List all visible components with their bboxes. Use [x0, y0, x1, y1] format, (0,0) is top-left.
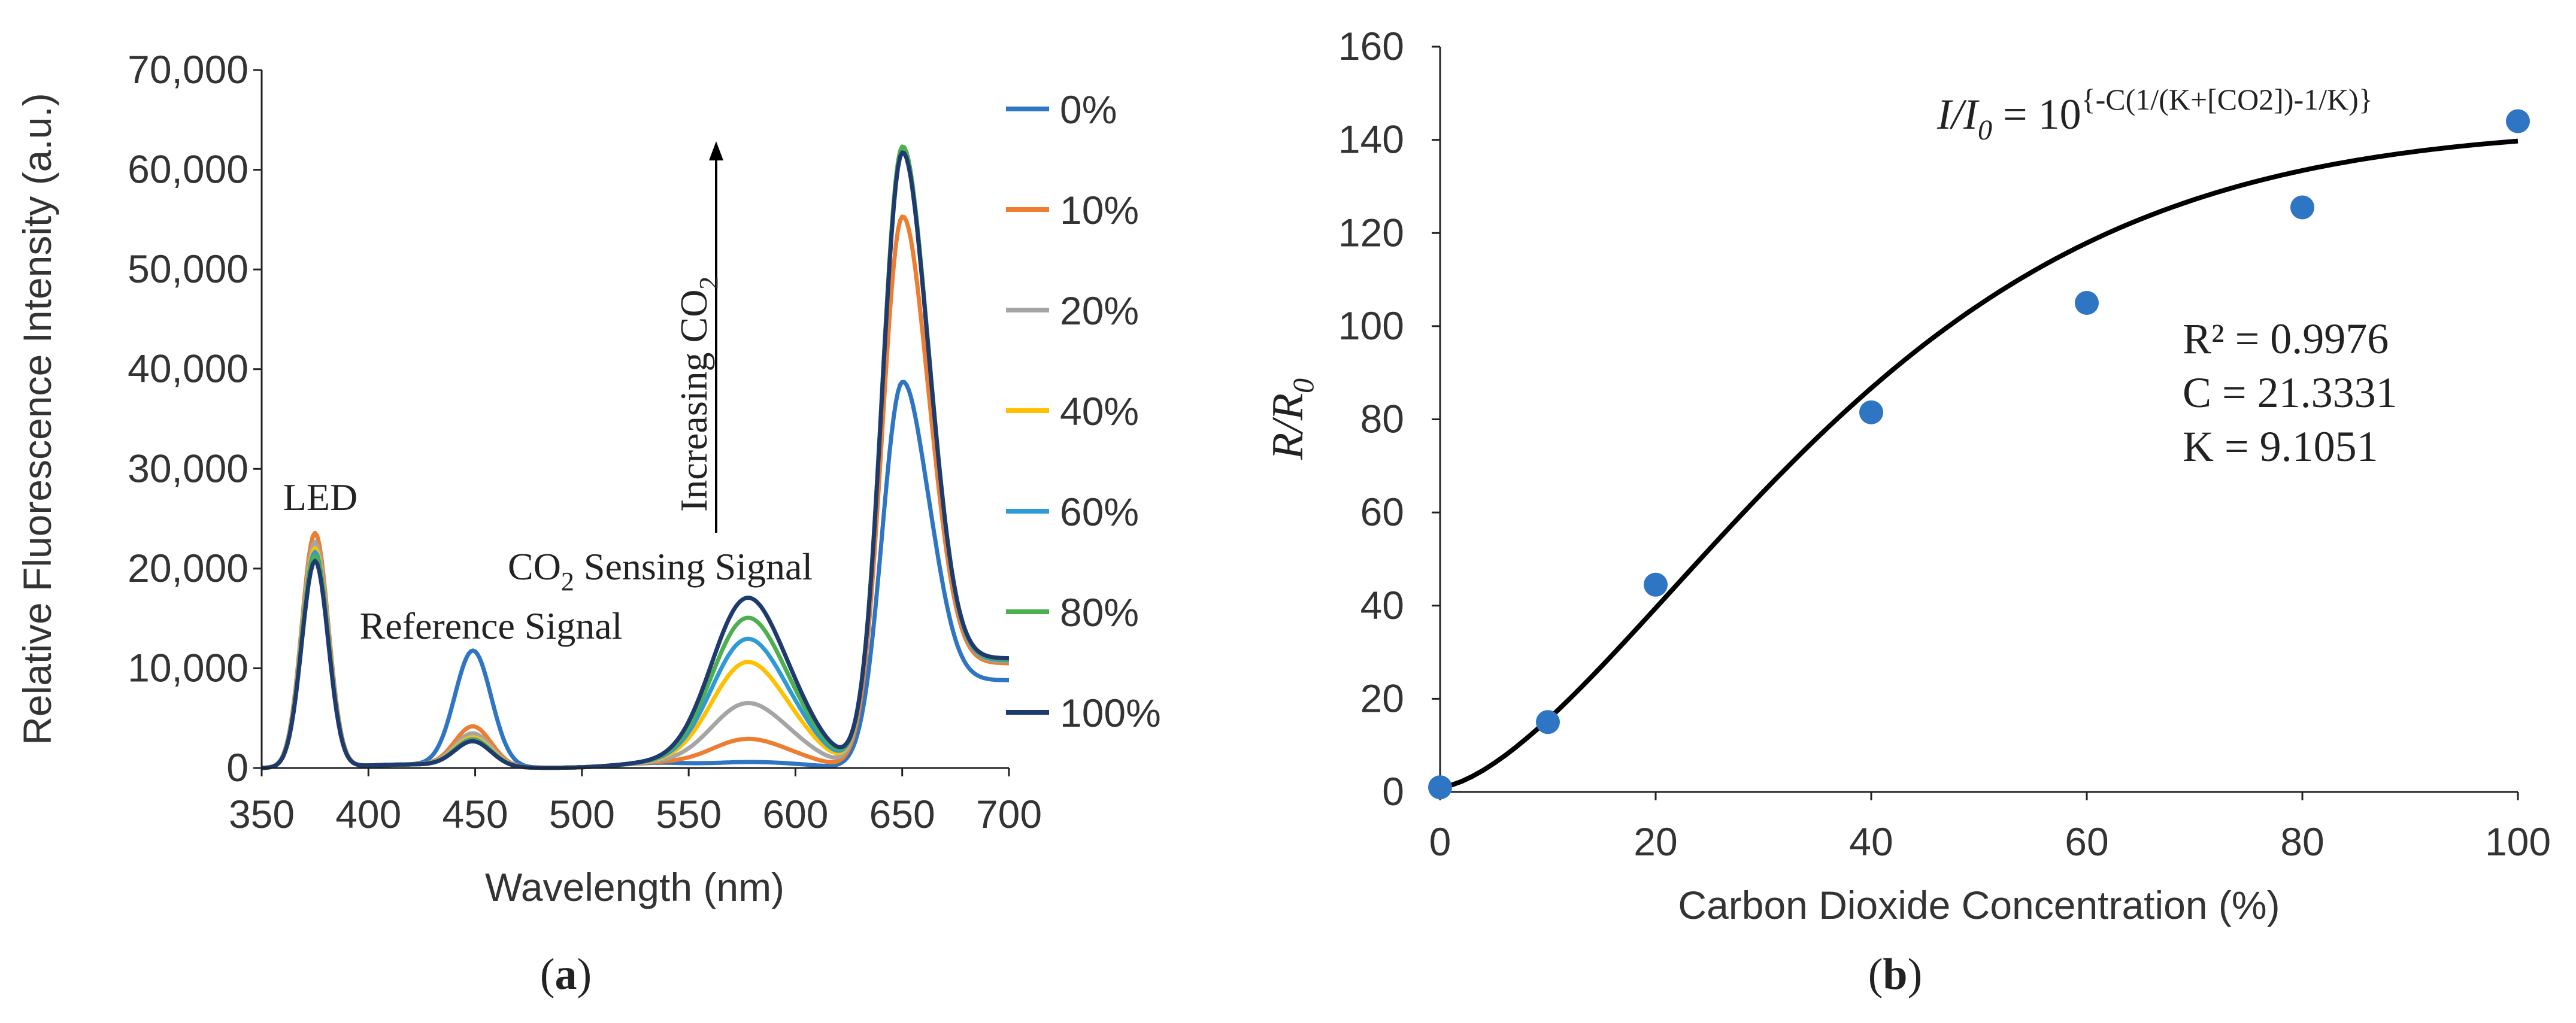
x-tick-label: 650: [869, 792, 935, 836]
series-line-10pct: [261, 214, 1010, 770]
y-tick-label: 80: [1360, 397, 1404, 441]
data-point: [2075, 290, 2099, 315]
panel-b-data-points: [1428, 109, 2530, 800]
data-point: [1644, 572, 1668, 597]
panel-a-x-axis-label: Wavelength (nm): [485, 865, 784, 909]
legend-label: 10%: [1060, 188, 1139, 232]
data-point: [2290, 195, 2314, 220]
y-tick-label: 30,000: [128, 446, 248, 490]
co2-sensing-signal-annotation: CO2 Sensing Signal: [508, 545, 813, 596]
y-tick-label: 20,000: [128, 546, 248, 590]
y-tick-label: 40: [1360, 583, 1404, 627]
data-point: [2506, 109, 2530, 133]
y-tick-label: 70,000: [128, 47, 248, 92]
fit-equation: I/I0 = 10{-C(1/(K+[CO2])-1/K)}: [1936, 83, 2373, 146]
x-tick-label: 0: [1429, 819, 1451, 864]
legend-label: 60%: [1060, 490, 1139, 534]
x-tick-label: 400: [335, 792, 401, 836]
y-tick-label: 60: [1360, 490, 1404, 534]
panel-b-scatter-chart: 0 20 40 60 80 100 120 140 160 0 20 40 60 80 100 Carbo…: [1263, 24, 2551, 999]
data-point: [1536, 710, 1560, 734]
panel-b-y-axis-label: R/R0: [1263, 378, 1320, 460]
panel-a-legend: 0% 10% 20% 40% 60% 80% 100%: [1006, 87, 1161, 735]
x-tick-label: 20: [1634, 819, 1677, 864]
x-tick-label: 450: [443, 792, 508, 836]
y-tick-label: 40,000: [128, 347, 248, 391]
k-stat: K = 9.1051: [2183, 423, 2378, 470]
y-tick-label: 0: [226, 745, 248, 790]
r-squared-stat: R² = 0.9976: [2183, 315, 2389, 363]
legend-label: 20%: [1060, 289, 1139, 333]
y-tick-label: 20: [1360, 676, 1404, 720]
y-tick-label: 120: [1338, 210, 1404, 254]
panel-b-caption: (b): [1868, 950, 1922, 999]
panel-b-x-axis-label: Carbon Dioxide Concentration (%): [1678, 883, 2280, 927]
led-annotation: LED: [283, 476, 357, 518]
y-tick-label: 140: [1338, 117, 1404, 162]
panel-a-spectra-chart: 0 10,000 20,000 30,000 40,000 50,000 60,000 70,…: [15, 47, 1161, 999]
legend-label: 40%: [1060, 389, 1139, 433]
x-tick-label: 100: [2485, 819, 2551, 864]
y-tick-label: 60,000: [128, 147, 248, 192]
panel-a-caption: (a): [540, 950, 592, 999]
panel-a-y-axis-label: Relative Fluorescence Intensity (a.u.): [15, 93, 59, 745]
y-tick-label: 0: [1382, 769, 1404, 813]
increasing-co2-annotation: Increasing CO2: [672, 277, 723, 512]
y-tick-label: 100: [1338, 303, 1404, 348]
data-point: [1428, 775, 1452, 800]
panel-a-series-group: [261, 144, 1010, 770]
series-line-100pct: [261, 150, 1010, 770]
legend-label: 80%: [1060, 590, 1139, 635]
x-tick-label: 500: [549, 792, 615, 836]
legend-label: 100%: [1060, 691, 1161, 735]
y-tick-label: 160: [1338, 24, 1404, 68]
arrow-head-icon: [709, 141, 723, 160]
x-tick-label: 700: [976, 792, 1042, 836]
legend-label: 0%: [1060, 87, 1117, 132]
panel-b-y-ticks: 0 20 40 60 80 100 120 140 160: [1338, 24, 1440, 813]
y-tick-label: 50,000: [128, 247, 248, 291]
reference-signal-annotation: Reference Signal: [360, 605, 623, 647]
x-tick-label: 600: [762, 792, 828, 836]
data-point: [1859, 400, 1883, 424]
panel-a-y-ticks: 0 10,000 20,000 30,000 40,000 50,000 60,000 70,…: [128, 47, 262, 790]
y-tick-label: 10,000: [128, 645, 248, 690]
fit-curve: [1439, 138, 2519, 790]
panel-b-x-ticks: 0 20 40 60 80 100: [1429, 792, 2551, 864]
x-tick-label: 80: [2280, 819, 2324, 864]
x-tick-label: 550: [656, 792, 722, 836]
c-stat: C = 21.3331: [2183, 369, 2398, 417]
panel-a-x-ticks: 350 400 450 500 550 600 650 700: [229, 768, 1042, 836]
x-tick-label: 60: [2065, 819, 2108, 864]
x-tick-label: 40: [1849, 819, 1893, 864]
x-tick-label: 350: [229, 792, 295, 836]
